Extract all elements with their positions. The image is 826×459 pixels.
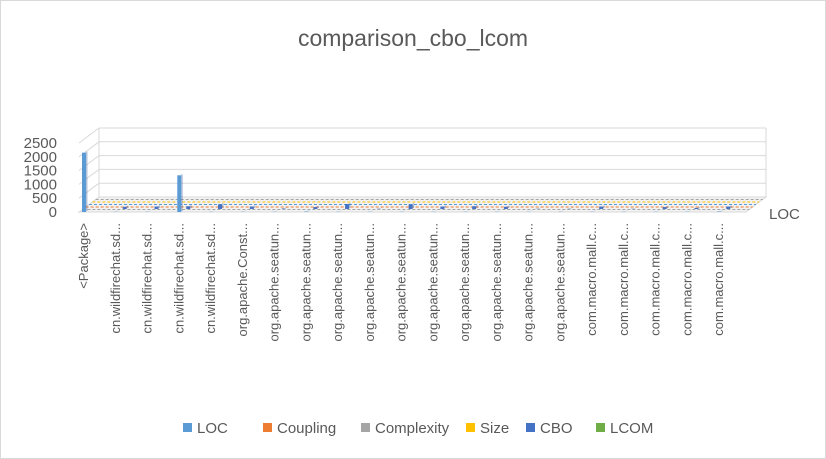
legend-swatch-coupling [263,423,272,432]
bar-side [308,210,310,211]
bar-side [285,207,288,208]
bar-side [222,203,224,208]
bar-side [666,206,669,208]
category-label: cn.wildfirechat.sd... [140,223,155,334]
legend-label-complexity: Complexity [375,420,450,437]
bars [82,151,732,212]
category-label: com.macro.mall.c... [616,223,631,336]
bar-side [190,205,192,208]
bar-loc [717,211,722,212]
legend-swatch-lcom [596,423,605,432]
bar-cbo [218,204,223,209]
y-tick-label: 2000 [24,149,57,166]
category-label: org.apache.seatun... [394,223,409,342]
bar-cbo [186,206,191,209]
category-label: com.macro.mall.c... [679,223,694,336]
gridline-side [78,127,100,144]
category-label: org.apache.Const... [235,223,250,336]
bar-cbo [599,206,604,209]
category-label: com.macro.mall.c... [648,223,663,336]
bar-loc [304,211,309,212]
legend-label-loc: LOC [197,420,228,437]
bar-side [158,205,161,208]
category-label: cn.wildfirechat.sd... [203,223,218,334]
category-label: com.macro.mall.c... [584,223,599,336]
depth-axis-label: LOC [769,206,800,223]
legend: LOC Coupling Complexity Size CBO LCOM [183,420,653,437]
bar-cbo [472,206,477,209]
bar-loc [82,152,86,212]
bar-cbo [694,207,699,209]
bar-cbo [154,206,159,209]
bar-cbo [249,206,254,209]
bar-cbo [726,206,731,209]
bar-side [86,151,88,211]
category-label: org.apache.seatun... [267,223,282,342]
category-label: org.apache.seatun... [489,223,504,342]
legend-label-coupling: Coupling [277,420,336,437]
y-tick-label: 1000 [24,176,57,193]
bar-side [444,205,446,208]
bar-cbo [345,204,350,209]
category-label: org.apache.seatun... [362,223,377,342]
bar-side [253,205,256,208]
bar-cbo [440,206,445,209]
bar-cbo [313,207,318,209]
legend-label-lcom: LCOM [610,420,653,437]
legend-swatch-size [466,423,475,432]
bar-loc [177,175,182,212]
bar-side [181,174,183,211]
category-label: org.apache.seatun... [330,223,345,342]
category-label: org.apache.seatun... [298,223,313,342]
bar-cbo [408,204,413,209]
bar-cbo [281,208,286,209]
category-label: org.apache.seatun... [552,223,567,342]
bar-side [349,203,351,208]
bar-cbo [122,206,127,209]
y-tick-label: 2500 [24,135,57,152]
bar-side [730,205,732,208]
bar-cbo [662,207,667,209]
category-labels: <Package> cn.wildfirechat.sd... cn.wildfir… [76,223,726,342]
legend-swatch-cbo [526,423,535,432]
bar-side [412,203,415,208]
category-label: org.apache.seatun... [521,223,536,342]
category-label: com.macro.mall.c... [711,223,726,336]
legend-swatch-complexity [361,423,370,432]
bar-side [698,206,700,208]
bar-side [507,205,510,208]
category-label: org.apache.seatun... [457,223,472,342]
chart-title: comparison_cbo_lcom [298,25,528,51]
legend-label-size: Size [480,420,509,437]
category-label: <Package> [76,223,91,289]
category-label: org.apache.seatun... [425,223,440,342]
y-tick-label: 1500 [24,163,57,180]
bar-side [126,205,129,208]
y-tick-label: 500 [32,190,57,207]
category-label: cn.wildfirechat.sd... [108,223,123,334]
category-label: cn.wildfirechat.sd... [171,223,186,334]
legend-label-cbo: CBO [540,420,573,437]
bar-cbo [503,206,508,209]
y-tick-label: 0 [49,204,57,221]
bar-side [721,210,723,211]
bar-side [603,205,605,208]
bar-side [476,205,478,208]
legend-swatch-loc [183,423,192,432]
bar-side [317,206,319,208]
